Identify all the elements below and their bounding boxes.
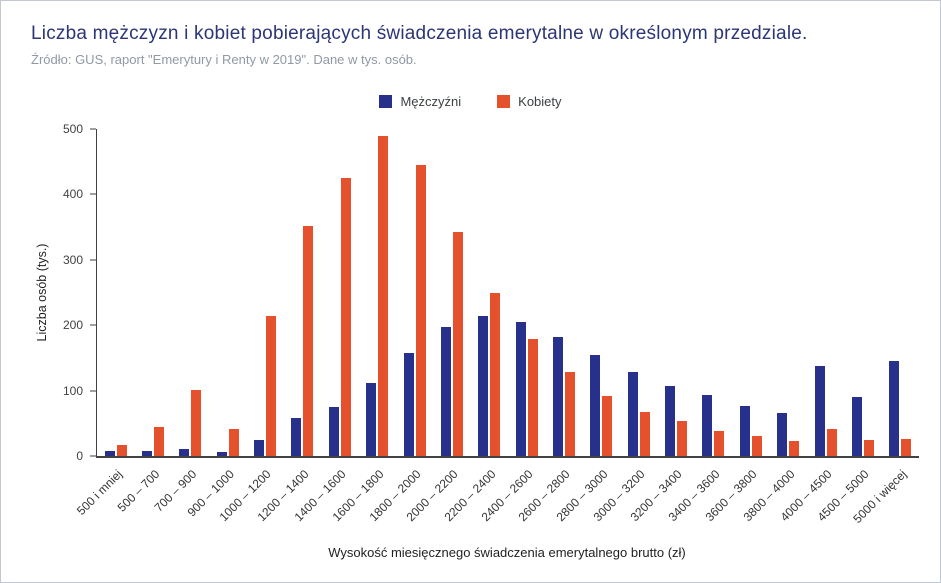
bar-mezczyzni: [552, 336, 563, 456]
bar-group: [471, 129, 508, 456]
bar-kobiety: [751, 436, 762, 456]
bar-group: [657, 129, 694, 456]
bar-group: [620, 129, 657, 456]
bar-kobiety: [415, 164, 426, 456]
x-axis-title: Wysokość miesięcznego świadczenia emeryt…: [328, 545, 686, 560]
bar-mezczyzni: [515, 321, 526, 456]
y-tick-label: 0: [76, 449, 83, 463]
bar-mezczyzni: [440, 327, 451, 456]
x-axis-labels: 500 i mniej 500 – 700 700 – 900 900 – 1000 1…: [74, 463, 918, 527]
bar-group: [695, 129, 732, 456]
bar-mezczyzni: [889, 361, 900, 456]
bar-mezczyzni: [739, 405, 750, 456]
bar-group: [732, 129, 769, 456]
y-tick-mark: [90, 128, 96, 130]
bar-group: [246, 129, 283, 456]
y-tick-label: 400: [62, 187, 83, 202]
bar-group: [97, 129, 134, 456]
plot-area: [96, 129, 919, 458]
legend-item-mezczyzni: Mężczyźni: [379, 94, 461, 109]
bar-kobiety: [863, 440, 874, 456]
bar-mezczyzni: [291, 418, 302, 456]
bar-group: [359, 129, 396, 456]
bar-mezczyzni: [478, 316, 489, 456]
bar-kobiety: [826, 429, 837, 456]
y-axis: 0 100 200 300 400 500: [41, 122, 96, 463]
bar-group: [807, 129, 844, 456]
y-tick-mark: [90, 259, 96, 261]
bar-kobiety: [303, 226, 314, 456]
bar-mezczyzni: [179, 449, 190, 456]
bar-mezczyzni: [254, 439, 265, 456]
bar-group: [508, 129, 545, 456]
bar-group: [769, 129, 806, 456]
bar-kobiety: [266, 316, 277, 456]
bar-group: [209, 129, 246, 456]
bar-mezczyzni: [777, 412, 788, 456]
bar-mezczyzni: [366, 382, 377, 456]
bar-group: [284, 129, 321, 456]
bar-group: [844, 129, 881, 456]
legend-swatch: [379, 95, 393, 108]
bar-kobiety: [527, 338, 538, 456]
bar-mezczyzni: [216, 452, 227, 456]
bar-group: [396, 129, 433, 456]
bar-mezczyzni: [328, 406, 339, 456]
bar-kobiety: [639, 411, 650, 456]
bar-kobiety: [378, 136, 389, 456]
bar-group: [583, 129, 620, 456]
bar-kobiety: [228, 429, 239, 456]
y-tick-mark: [90, 324, 96, 326]
bar-kobiety: [154, 427, 165, 456]
bar-mezczyzni: [814, 365, 825, 456]
bar-group: [882, 129, 919, 456]
bar-mezczyzni: [665, 386, 676, 456]
y-tick-label: 100: [62, 383, 83, 398]
bar-group: [545, 129, 582, 456]
bar-kobiety: [714, 430, 725, 456]
x-tick-label: 500 i mniej: [73, 467, 125, 518]
y-tick-mark: [90, 193, 96, 195]
bar-kobiety: [490, 292, 501, 456]
legend-swatch: [497, 95, 511, 108]
bar-mezczyzni: [590, 354, 601, 456]
bar-mezczyzni: [403, 353, 414, 456]
bar-kobiety: [340, 178, 351, 456]
bar-kobiety: [116, 444, 127, 456]
y-tick-label: 200: [62, 318, 83, 333]
bar-kobiety: [901, 439, 912, 456]
bar-kobiety: [677, 421, 688, 456]
bar-mezczyzni: [104, 450, 115, 456]
legend-label: Mężczyźni: [400, 94, 462, 109]
bar-kobiety: [564, 372, 575, 456]
legend: Mężczyźni Kobiety: [1, 94, 940, 109]
bar-kobiety: [452, 232, 463, 456]
bar-mezczyzni: [627, 371, 638, 456]
legend-item-kobiety: Kobiety: [497, 94, 562, 109]
bar-group: [172, 129, 209, 456]
y-tick-mark: [90, 455, 96, 457]
chart-subtitle: Źródło: GUS, raport "Emerytury i Renty w…: [31, 52, 417, 67]
bar-group: [134, 129, 171, 456]
chart-title: Liczba mężczyzn i kobiet pobierających ś…: [31, 23, 808, 44]
y-tick-label: 300: [62, 252, 83, 267]
bar-kobiety: [789, 440, 800, 456]
bar-kobiety: [602, 395, 613, 456]
bar-mezczyzni: [142, 450, 153, 456]
bar-kobiety: [191, 389, 202, 456]
bar-group: [321, 129, 358, 456]
bar-mezczyzni: [702, 395, 713, 456]
legend-label: Kobiety: [518, 94, 562, 109]
bar-mezczyzni: [851, 397, 862, 456]
y-tick-label: 500: [62, 122, 83, 136]
y-tick-mark: [90, 390, 96, 392]
bar-group: [433, 129, 470, 456]
